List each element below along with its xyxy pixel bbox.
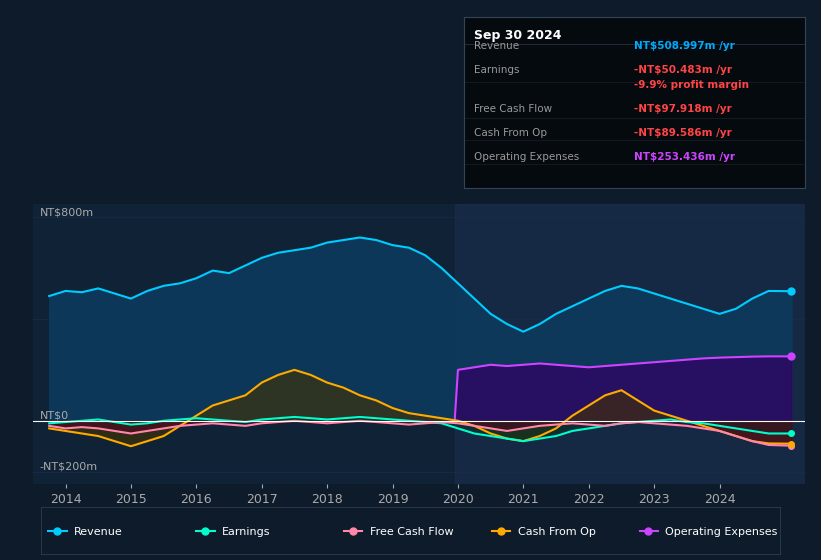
Text: Revenue: Revenue	[474, 41, 519, 51]
Text: -9.9% profit margin: -9.9% profit margin	[635, 80, 750, 90]
Text: -NT$89.586m /yr: -NT$89.586m /yr	[635, 128, 732, 138]
Text: Sep 30 2024: Sep 30 2024	[474, 29, 562, 42]
Text: Cash From Op: Cash From Op	[518, 526, 595, 536]
Text: NT$800m: NT$800m	[39, 207, 94, 217]
Text: Free Cash Flow: Free Cash Flow	[474, 104, 553, 114]
Text: Earnings: Earnings	[474, 65, 520, 75]
Text: Free Cash Flow: Free Cash Flow	[370, 526, 453, 536]
Text: Revenue: Revenue	[75, 526, 123, 536]
Text: NT$508.997m /yr: NT$508.997m /yr	[635, 41, 735, 51]
Text: Earnings: Earnings	[222, 526, 271, 536]
Text: -NT$50.483m /yr: -NT$50.483m /yr	[635, 65, 732, 75]
Text: NT$253.436m /yr: NT$253.436m /yr	[635, 152, 736, 162]
Text: -NT$200m: -NT$200m	[39, 461, 98, 471]
Bar	[455, 204, 805, 484]
Text: Cash From Op: Cash From Op	[474, 128, 547, 138]
Text: Operating Expenses: Operating Expenses	[666, 526, 777, 536]
Text: NT$0: NT$0	[39, 410, 68, 420]
Text: -NT$97.918m /yr: -NT$97.918m /yr	[635, 104, 732, 114]
Text: Operating Expenses: Operating Expenses	[474, 152, 580, 162]
